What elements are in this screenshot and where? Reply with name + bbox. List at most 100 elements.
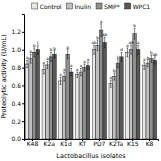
- marks: [25, 24, 156, 139]
- x-tick-label: K1d: [60, 140, 72, 147]
- series: [32, 24, 153, 139]
- annotation: a: [137, 40, 140, 45]
- bar: [133, 34, 137, 139]
- series: [36, 37, 157, 139]
- error-bar: [84, 64, 86, 71]
- annotation: b: [66, 45, 69, 50]
- y-tick-label: 0.2: [11, 118, 21, 125]
- error-bar: [113, 73, 115, 80]
- bar: [83, 68, 87, 139]
- error-bar: [97, 40, 99, 51]
- annotation: a: [100, 19, 103, 24]
- error-bar: [154, 57, 156, 64]
- bar: [153, 60, 157, 139]
- x-tick: K8: [146, 139, 154, 147]
- bar: [36, 50, 40, 139]
- y-axis: 0.0 0.2 0.4 0.6 0.8 1.0 1.2: [11, 15, 24, 143]
- annotation: ab: [102, 32, 107, 37]
- error-bar: [54, 51, 56, 58]
- annotation: a: [59, 72, 62, 77]
- annotation: d: [120, 47, 123, 52]
- annotation: a: [87, 57, 90, 62]
- y-tick-label: 0.6: [11, 82, 21, 89]
- y-tick: 0.6: [11, 82, 24, 89]
- bar: [109, 84, 113, 139]
- x-tick: KT: [79, 139, 86, 147]
- error-bar: [147, 60, 149, 67]
- bar: [25, 64, 29, 139]
- y-tick-mark: [22, 32, 24, 33]
- error-bar: [87, 62, 89, 69]
- annotation: a: [76, 67, 79, 72]
- bar: [126, 52, 130, 139]
- x-tick: K1d: [60, 139, 72, 147]
- legend-label: WPC1: [133, 3, 151, 10]
- bar: [113, 77, 117, 140]
- annotation: b: [53, 46, 56, 51]
- bar: [142, 66, 146, 139]
- annotation: a: [43, 60, 46, 65]
- error-bar: [43, 65, 45, 74]
- bar: [120, 57, 124, 139]
- error-bar: [110, 80, 112, 87]
- x-axis: K48K2aK1dKTPD7K2TaK15K8: [25, 139, 159, 147]
- legend-swatch: [67, 3, 73, 9]
- bar: [29, 59, 33, 139]
- bar: [136, 50, 140, 139]
- error-bar: [37, 45, 39, 54]
- y-tick-mark: [22, 121, 24, 122]
- error-bar: [63, 72, 65, 81]
- y-tick: 0.4: [11, 100, 24, 107]
- annotation: ab: [92, 40, 97, 45]
- bar: [150, 59, 154, 139]
- bar: [69, 72, 73, 139]
- error-bar: [80, 68, 82, 75]
- y-tick: 1.0: [11, 46, 24, 53]
- y-tick-mark: [22, 50, 24, 51]
- legend-swatch: [32, 3, 38, 9]
- x-tick-label: PD7: [93, 140, 105, 147]
- bar: [76, 75, 80, 139]
- annotation: c: [37, 40, 39, 45]
- annotation: a: [46, 56, 49, 61]
- bar: [96, 45, 100, 139]
- y-tick-label: 1.0: [11, 46, 21, 53]
- chart: aaaaabaaabaaabbababbbaacbbcbaaabdaabK48K…: [0, 0, 161, 161]
- bar: [53, 54, 57, 139]
- y-tick-label: 0.0: [11, 135, 21, 142]
- x-tick: K2a: [43, 139, 55, 147]
- legend-item: Inulin: [67, 3, 92, 10]
- annotation: b: [113, 68, 116, 73]
- y-tick-mark: [22, 139, 24, 140]
- y-tick-label: 0.4: [11, 100, 21, 107]
- x-tick-label: KT: [79, 140, 86, 147]
- legend-item: WPC1: [125, 3, 151, 10]
- y-tick-mark: [22, 103, 24, 104]
- bar: [86, 66, 90, 139]
- error-bar: [26, 60, 28, 67]
- y-tick: 0.2: [11, 118, 24, 125]
- x-tick-label: K8: [146, 140, 154, 147]
- annotations: aaaaabaaabaaabbababbbaacbbcbaaabdaab: [26, 19, 158, 80]
- bar: [46, 65, 50, 139]
- error-bar: [104, 37, 106, 48]
- annotation: a: [70, 63, 73, 68]
- annotation: a: [147, 55, 150, 60]
- legend-swatch: [96, 3, 102, 9]
- bar: [42, 69, 46, 139]
- y-tick: 0.8: [11, 64, 24, 71]
- error-bar: [46, 61, 48, 68]
- bar: [116, 63, 120, 139]
- x-tick-label: K2Ta: [109, 140, 123, 147]
- annotation: b: [33, 43, 36, 48]
- error-bar: [76, 72, 78, 77]
- annotation: a: [63, 67, 66, 72]
- error-bar: [134, 28, 136, 39]
- y-tick: 0.0: [11, 135, 24, 142]
- legend: ControlInulinSMP*WPC1: [32, 3, 151, 10]
- bar: [103, 43, 107, 139]
- y-tick-label: 1.2: [11, 28, 21, 35]
- bar: [79, 72, 83, 139]
- bar: [62, 77, 66, 140]
- error-bar: [60, 77, 62, 84]
